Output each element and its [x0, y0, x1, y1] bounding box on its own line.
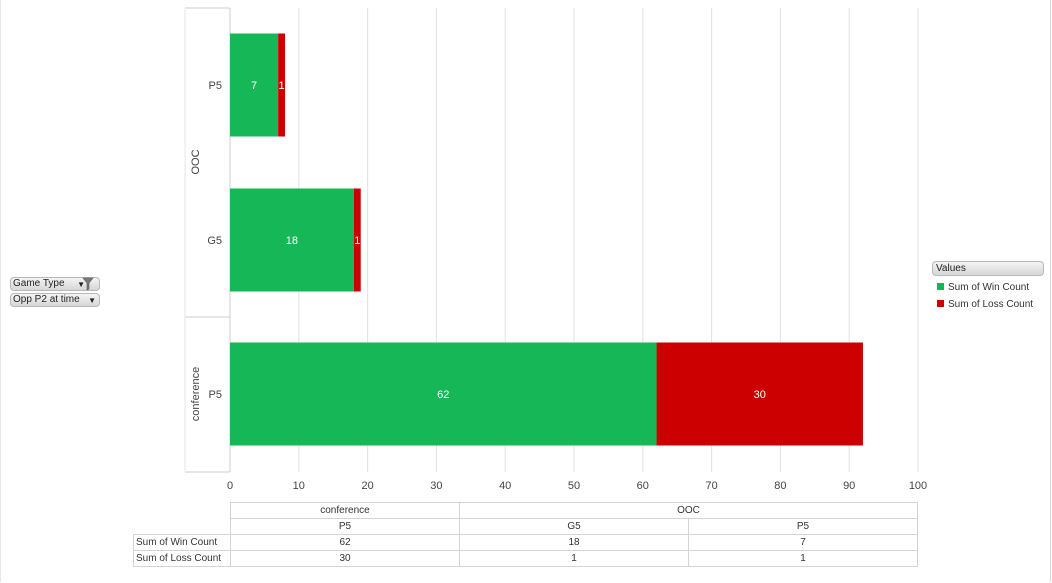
legend-label-loss: Sum of Loss Count [948, 299, 1034, 310]
y-category-label: P5 [209, 389, 222, 401]
x-tick-label: 10 [293, 480, 305, 492]
x-tick-label: 30 [430, 480, 442, 492]
x-tick-label: 60 [637, 480, 649, 492]
legend-item-loss: Sum of Loss Count [937, 299, 1033, 311]
x-tick-label: 40 [499, 480, 511, 492]
data-table-cell: 1 [459, 550, 689, 567]
bar-data-label: 1 [279, 80, 285, 92]
data-table-category-header: P5 [230, 518, 460, 535]
bar-segment [656, 342, 863, 446]
data-table-corner [134, 519, 231, 535]
bar-segment [230, 188, 354, 292]
bar-segment [230, 342, 657, 446]
data-table-category-header: P5 [688, 518, 918, 535]
data-table-cell: 62 [230, 534, 460, 551]
bar-segment [353, 188, 361, 292]
bar-segment [230, 33, 279, 137]
x-tick-label: 0 [227, 480, 233, 492]
table-row: Sum of Loss Count 30 1 1 [133, 550, 918, 567]
data-table-category-header: G5 [459, 518, 689, 535]
bar-data-label: 7 [251, 80, 257, 92]
game-type-filter-label: Game Type [13, 278, 65, 289]
data-table-row-label: Sum of Win Count [133, 534, 231, 551]
y-group-label: conference [190, 367, 202, 421]
y-category-label: G5 [207, 235, 222, 247]
data-table-cell: 30 [230, 550, 460, 567]
legend-swatch-loss [937, 300, 944, 307]
y-group-label: OOC [190, 149, 202, 174]
data-table: conference OOC P5 G5 P5 Sum of Win Count… [133, 502, 918, 567]
x-tick-label: 90 [843, 480, 855, 492]
legend-item-win: Sum of Win Count [937, 282, 1029, 294]
game-type-filter-button[interactable]: Game Type ▼ [10, 277, 100, 291]
data-table-row-label: Sum of Loss Count [133, 550, 231, 567]
chevron-down-icon: ▼ [77, 280, 85, 289]
x-tick-label: 80 [774, 480, 786, 492]
table-row: Sum of Win Count 62 18 7 [133, 534, 918, 551]
data-table-cell: 18 [459, 534, 689, 551]
bar-data-label: 18 [286, 235, 298, 247]
data-table-group-header: OOC [459, 502, 918, 519]
x-tick-label: 70 [705, 480, 717, 492]
x-tick-label: 100 [909, 480, 927, 492]
data-table-corner [134, 503, 231, 519]
legend-label-win: Sum of Win Count [948, 282, 1030, 293]
data-table-group-row: conference OOC [134, 502, 918, 519]
x-tick-label: 20 [361, 480, 373, 492]
data-table-cell: 7 [688, 534, 918, 551]
data-table-category-row: P5 G5 P5 [134, 518, 918, 535]
bar-data-label: 1 [354, 235, 360, 247]
filter-funnel-icon [82, 277, 94, 291]
x-tick-label: 50 [568, 480, 580, 492]
bar-data-label: 62 [437, 389, 449, 401]
data-table-cell: 1 [688, 550, 918, 567]
bar-segment [278, 33, 286, 137]
legend-swatch-win [937, 283, 944, 290]
chevron-down-icon: ▼ [88, 296, 96, 305]
opp-p2-filter-button[interactable]: Opp P2 at time ▼ [10, 293, 100, 307]
data-table-group-header: conference [230, 502, 460, 519]
y-category-label: P5 [209, 80, 222, 92]
legend-title[interactable]: Values [932, 261, 1044, 276]
opp-p2-filter-label: Opp P2 at time [13, 294, 80, 305]
bar-data-label: 30 [754, 389, 766, 401]
